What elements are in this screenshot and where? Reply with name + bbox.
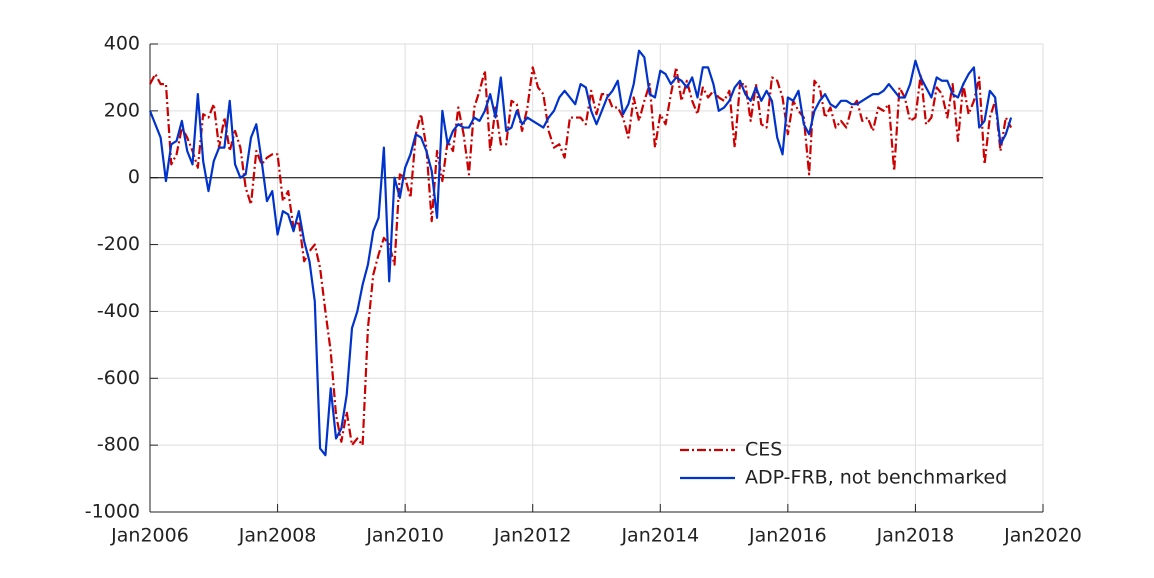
x-tick-label: Jan2016 — [748, 525, 827, 547]
y-tick-label: -600 — [97, 367, 140, 389]
legend-label: CES — [745, 439, 782, 461]
y-tick-label: -400 — [97, 300, 140, 322]
x-tick-label: Jan2012 — [493, 525, 572, 547]
y-tick-label: -200 — [97, 233, 140, 255]
y-tick-label: -800 — [97, 434, 140, 456]
x-tick-label: Jan2010 — [365, 525, 444, 547]
x-tick-label: Jan2018 — [876, 525, 955, 547]
y-tick-label: 0 — [128, 166, 140, 188]
series-line — [148, 49, 1013, 457]
series-line — [149, 66, 1013, 447]
y-tick-label: -1000 — [85, 501, 140, 523]
x-tick-label: Jan2014 — [620, 525, 699, 547]
legend-label: ADP-FRB, not benchmarked — [745, 467, 1007, 489]
y-tick-label: 400 — [104, 33, 140, 55]
y-tick-label: 200 — [104, 99, 140, 121]
x-tick-label: Jan2006 — [110, 525, 189, 547]
x-tick-label: Jan2020 — [1003, 525, 1082, 547]
x-tick-label: Jan2008 — [238, 525, 317, 547]
